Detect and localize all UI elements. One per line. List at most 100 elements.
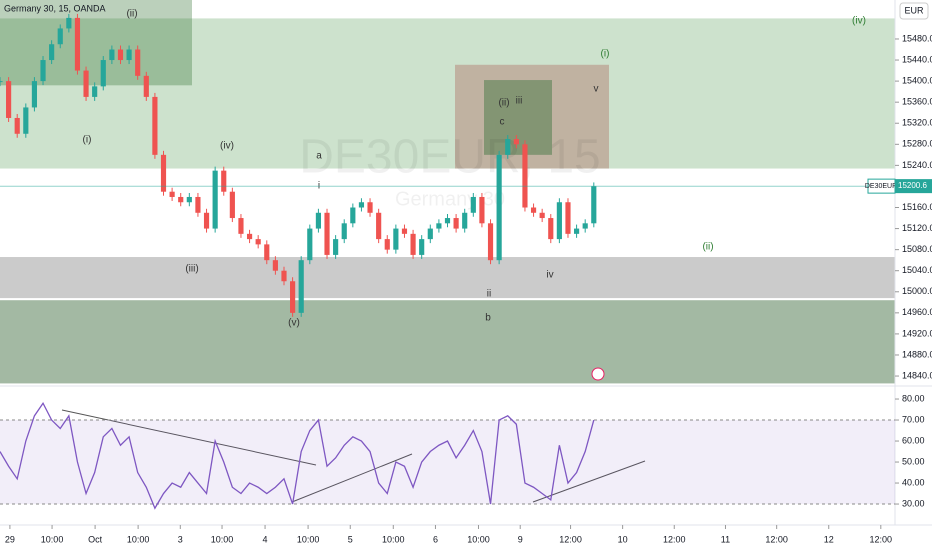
candle [487,223,494,261]
x-tick-label: 10:00 [211,534,234,544]
candle [281,270,287,282]
wave-label: iii [516,96,523,107]
x-tick-label: 29 [5,534,15,544]
candle [401,228,408,234]
wave-label: (iv) [852,16,866,27]
wave-label: (ii) [498,98,509,109]
x-tick-label: 10:00 [41,534,64,544]
y-tick-label: 15280.0 [902,139,932,149]
candle [324,212,330,255]
candle [117,49,124,61]
candle [238,218,244,234]
symbol-label: DE30EUR [865,183,897,190]
x-tick-label: 3 [178,534,183,544]
candle [427,228,433,240]
y-tick-label: 15480.0 [902,33,932,43]
candle [315,212,321,229]
candle [109,49,115,61]
candle [530,207,537,213]
wave-label: (i) [83,135,92,146]
candle [40,60,46,82]
candle [307,228,313,261]
x-tick-label: 4 [263,534,268,544]
candle [135,49,141,76]
candle [221,170,227,192]
watermark-sub: Germany 30 [395,188,505,210]
y-tick-label: 15040.0 [902,265,932,275]
wave-label: ii [487,289,491,300]
candle [470,196,476,213]
rsi-line [0,401,595,510]
x-tick-label: 10:00 [127,534,150,544]
candle [126,49,132,61]
candle [49,44,55,61]
y-tick-label: 15320.0 [902,118,932,128]
candle [255,239,261,245]
candle [57,28,63,45]
candle [513,139,519,145]
x-tick-label: 10:00 [297,534,320,544]
candle [83,70,89,97]
x-tick-label: 12:00 [870,534,893,544]
candle [333,239,339,255]
wave-label: (i) [601,49,610,60]
alert-icon[interactable] [591,367,605,381]
candle [152,96,158,155]
candle [479,196,485,224]
candle [556,202,562,240]
currency-box[interactable] [899,2,929,20]
wave-label: (ii) [702,242,713,253]
wave-label: a [316,151,322,162]
candle [376,212,382,240]
rsi-band [0,420,895,505]
candle [229,191,235,219]
x-tick-label: 6 [433,534,438,544]
candle [358,202,365,208]
candle [264,244,270,261]
chart-title: Germany 30, 15, OANDA [4,3,106,13]
candle [0,81,3,83]
candle [384,239,390,250]
y-tick-label: 14920.0 [902,328,932,338]
candle [591,186,597,224]
candle [6,81,12,118]
zone [0,257,895,299]
candle [66,17,72,29]
candle [350,207,356,224]
candle [436,223,442,229]
candle [444,218,451,224]
y-tick-label: 60.00 [902,435,925,445]
candle [178,196,184,203]
currency[interactable]: EUR [904,5,924,15]
candle [92,86,98,97]
candle [203,212,210,229]
y-tick-label: 14880.0 [902,349,932,359]
last-price-label: 15200.6 [898,181,927,190]
trend-line[interactable] [61,409,317,466]
x-tick-label: 10:00 [382,534,405,544]
wave-label: c [500,117,505,128]
candle [419,239,425,255]
wave-label: v [594,84,599,95]
wave-label: (v) [288,318,300,329]
candle [522,144,528,208]
x-tick-label: 12:00 [765,534,788,544]
candle [143,75,149,97]
x-tick-label: 12:00 [559,534,582,544]
candle [298,260,304,313]
candle [582,223,588,229]
y-tick-label: 70.00 [902,414,925,424]
wave-label: (iii) [185,264,198,275]
candle [100,60,106,87]
trend-line[interactable] [291,453,413,503]
candle [160,154,167,192]
wave-label: (ii) [126,9,137,20]
candle [195,196,201,213]
last-price-tag [895,179,932,194]
x-tick-label: 12 [824,534,834,544]
y-tick-label: 14960.0 [902,307,932,317]
y-tick-label: 15360.0 [902,97,932,107]
x-tick-label: 11 [721,534,730,544]
candle [246,233,253,240]
x-tick-label: 12:00 [663,534,686,544]
